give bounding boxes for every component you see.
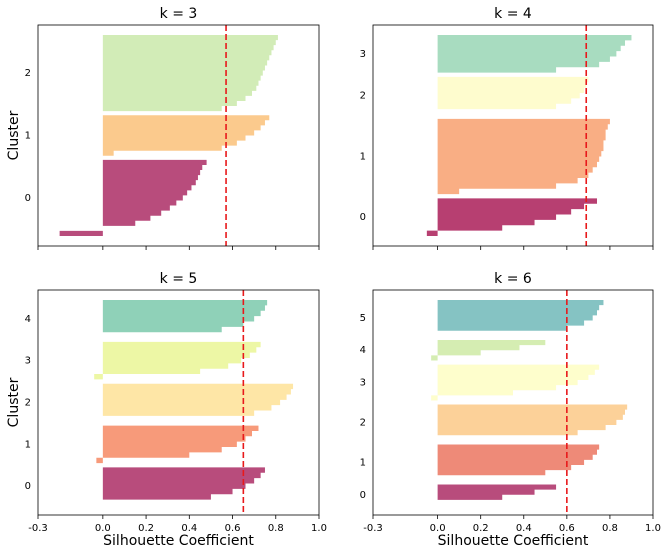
x-tick-label: 0.2 [138,523,154,534]
y-tick-label: 5 [360,313,366,324]
x-tick-label: 0.0 [95,523,111,534]
silhouette-area [437,35,632,73]
y-tick-label: 2 [360,91,366,102]
y-tick-label: 0 [25,193,31,204]
x-tick-label: 0.6 [559,523,575,534]
y-tick-label: 4 [360,345,366,356]
silhouette-area [431,364,600,401]
subplot-title: k = 5 [160,271,198,287]
x-tick-label: 0.0 [430,523,446,534]
y-tick-label: 3 [25,356,31,367]
y-axis-label: Cluster [6,377,22,427]
x-tick-label: 0.8 [268,523,284,534]
axes-frame [37,24,320,247]
x-tick-label: 0.2 [473,523,489,534]
x-tick-label: -0.3 [28,523,48,534]
silhouette-area [437,76,589,115]
x-tick-label: 1.0 [311,523,327,534]
y-axis-label: Cluster [6,110,22,160]
silhouette-area [431,339,546,361]
x-tick-label: -0.3 [363,523,383,534]
silhouette-area [102,383,294,422]
subplot-title: k = 4 [494,6,532,22]
x-tick-label: 0.6 [225,523,241,534]
silhouette-area [94,341,261,380]
x-tick-label: 1.0 [645,523,661,534]
y-tick-label: 4 [25,314,31,325]
x-axis-label: Silhouette Coefficient [438,533,589,549]
axes-frame [372,24,654,247]
y-tick-label: 1 [25,131,31,142]
silhouette-area [59,159,207,236]
silhouette-area [426,198,597,236]
y-tick-label: 1 [360,457,366,468]
axes-frame [37,289,320,516]
y-tick-label: 2 [360,417,366,428]
y-tick-label: 0 [360,212,366,223]
y-tick-label: 2 [25,68,31,79]
y-tick-label: 0 [360,490,366,501]
silhouette-area [437,118,610,195]
silhouette-area [437,300,604,336]
subplot-title: k = 3 [160,6,198,22]
silhouette-area [437,404,628,441]
x-tick-label: 0.8 [602,523,618,534]
silhouette-area [437,444,600,481]
silhouette-area [102,35,278,112]
silhouette-area [102,115,270,156]
x-tick-label: 0.4 [181,523,197,534]
silhouette-area [437,484,557,505]
x-axis-label: Silhouette Coefficient [103,533,254,549]
y-tick-label: 2 [25,398,31,409]
axes-frame [372,289,654,516]
y-tick-label: 3 [360,378,366,389]
silhouette-area [96,425,259,464]
silhouette-area [102,467,265,505]
y-tick-label: 1 [360,151,366,162]
silhouette-area [102,300,268,338]
y-tick-label: 0 [25,481,31,492]
y-tick-label: 1 [25,439,31,450]
y-tick-label: 3 [360,49,366,60]
subplot-title: k = 6 [494,271,532,287]
x-tick-label: 0.4 [516,523,532,534]
